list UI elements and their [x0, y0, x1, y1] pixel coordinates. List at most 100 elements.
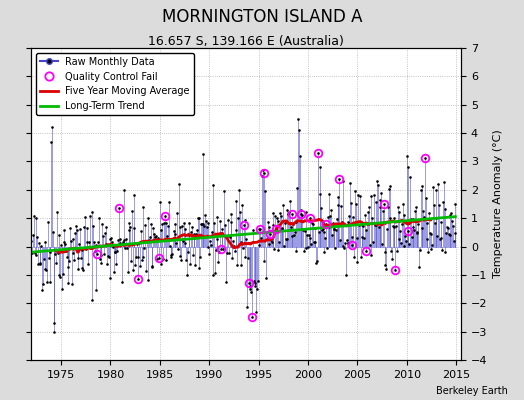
Point [296, 152, 304, 159]
Point [28, 250, 37, 256]
Point [333, 216, 341, 222]
Point [242, 236, 250, 242]
Point [177, 256, 185, 263]
Point [165, 199, 173, 205]
Point [341, 240, 350, 246]
Point [157, 260, 166, 267]
Point [125, 226, 134, 233]
Point [59, 271, 67, 278]
Point [123, 244, 131, 251]
Point [255, 242, 264, 248]
Point [138, 203, 147, 210]
Point [108, 239, 116, 246]
Point [427, 231, 435, 237]
Point [255, 226, 263, 233]
Point [275, 239, 283, 246]
Point [230, 242, 238, 249]
Point [434, 181, 442, 187]
Point [236, 261, 245, 268]
Point [429, 184, 438, 190]
Point [294, 116, 302, 122]
Point [143, 238, 151, 244]
Point [46, 279, 54, 285]
Point [234, 214, 242, 221]
Point [404, 228, 412, 234]
Point [167, 253, 176, 260]
Point [222, 232, 231, 239]
Point [215, 249, 223, 255]
Point [131, 261, 139, 268]
Point [239, 222, 248, 229]
Point [362, 227, 370, 233]
Point [336, 237, 344, 244]
Point [141, 267, 150, 274]
Point [253, 286, 261, 292]
Point [413, 228, 422, 235]
Point [229, 238, 237, 244]
Point [232, 198, 240, 204]
Point [201, 212, 209, 219]
Point [448, 218, 456, 224]
Point [403, 164, 412, 170]
Point [339, 177, 347, 184]
Point [51, 251, 60, 258]
Point [304, 232, 313, 238]
Point [222, 279, 230, 286]
Point [115, 204, 123, 211]
Point [43, 219, 52, 225]
Point [101, 240, 110, 247]
Point [185, 232, 194, 238]
Point [298, 212, 307, 218]
Point [414, 221, 422, 227]
Point [365, 204, 373, 210]
Point [172, 240, 180, 246]
Point [286, 197, 294, 204]
Point [183, 272, 191, 278]
Point [82, 224, 91, 231]
Point [379, 201, 388, 208]
Point [435, 235, 444, 242]
Point [164, 223, 172, 230]
Point [115, 240, 124, 246]
Point [216, 246, 225, 252]
Point [415, 264, 423, 270]
Point [380, 261, 389, 268]
Point [276, 210, 284, 216]
Point [71, 230, 79, 237]
Point [362, 248, 370, 254]
Point [395, 209, 403, 215]
Point [342, 272, 350, 278]
Point [335, 175, 344, 182]
Point [55, 232, 63, 238]
Point [31, 252, 40, 258]
Point [196, 253, 204, 260]
Point [283, 206, 292, 213]
Point [72, 227, 81, 233]
Point [166, 252, 174, 258]
Point [285, 209, 293, 216]
Point [397, 240, 405, 246]
Point [158, 221, 167, 227]
Point [38, 287, 46, 293]
Point [243, 303, 252, 310]
Point [317, 204, 325, 211]
Point [134, 276, 143, 282]
Point [256, 226, 265, 232]
Point [198, 221, 206, 227]
Point [183, 248, 192, 255]
Point [117, 241, 125, 248]
Point [398, 200, 407, 207]
Point [145, 237, 154, 243]
Point [438, 247, 446, 254]
Point [106, 236, 115, 242]
Point [59, 238, 68, 245]
Point [311, 224, 320, 231]
Point [440, 179, 448, 185]
Point [105, 275, 114, 282]
Point [372, 222, 380, 228]
Point [241, 217, 249, 223]
Point [181, 240, 190, 246]
Point [424, 248, 432, 255]
Point [134, 254, 142, 260]
Point [343, 240, 352, 246]
